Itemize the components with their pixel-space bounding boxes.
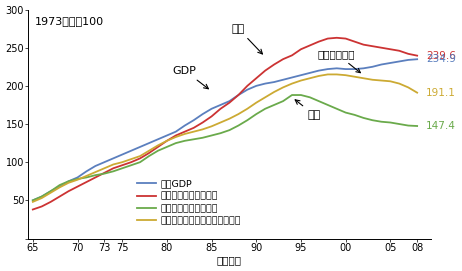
Text: 1973年度＝100: 1973年度＝100 [35,17,104,27]
Text: 貨物: 貨物 [295,100,321,120]
Text: 191.1: 191.1 [426,88,456,98]
Text: 239.6: 239.6 [426,51,456,61]
Text: 運輸部門全体: 運輸部門全体 [318,49,360,73]
Text: 旅客: 旅客 [232,24,262,54]
Legend: 実質GDP, 旅客のエネルギー消費, 貨物のエネルギー消費, 運輸部門全体のエネルギー消費: 実質GDP, 旅客のエネルギー消費, 貨物のエネルギー消費, 運輸部門全体のエネ… [134,176,245,229]
Text: 234.9: 234.9 [426,54,456,64]
Text: 147.4: 147.4 [426,121,456,131]
Text: GDP: GDP [173,66,208,89]
X-axis label: （年度）: （年度） [217,256,242,265]
